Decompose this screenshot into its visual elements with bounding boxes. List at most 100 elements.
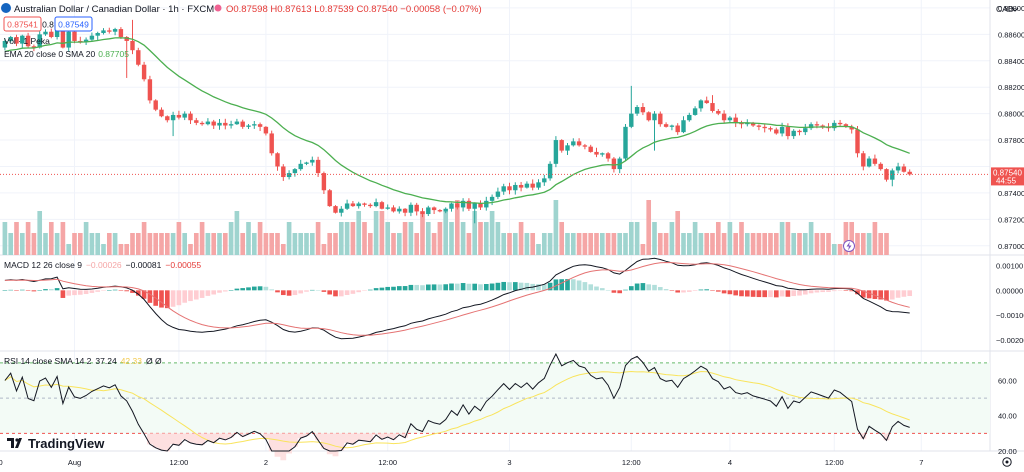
rsi-legend[interactable]: RSI 14 close SMA 14 2 37.24 42.33 Ø Ø [4, 356, 162, 366]
macd-hist-bar [570, 279, 576, 291]
volume-bar [739, 222, 744, 255]
candle-body [269, 133, 274, 154]
candle-body [739, 122, 744, 125]
candle-body [228, 124, 234, 126]
volume-bar [779, 222, 785, 255]
macd-hist-bar [37, 290, 43, 291]
volume-bar [298, 233, 304, 255]
candle-body [286, 173, 292, 178]
volume-bar [797, 233, 802, 255]
macd-hist-bar [66, 290, 72, 296]
macd-hist-bar [820, 290, 826, 293]
volume-bar [466, 233, 472, 255]
volume-bar [25, 222, 31, 255]
candle-body [298, 163, 303, 170]
candle-body [385, 207, 390, 209]
candle-body [350, 203, 356, 207]
volume-bar [478, 222, 483, 255]
candle-body [31, 46, 37, 48]
volume-bar [768, 233, 773, 255]
vol-legend[interactable]: Vol · 1 Peka [4, 36, 50, 46]
candle-body [687, 114, 692, 121]
volume-bar [205, 233, 211, 255]
macd-hist-bar [251, 286, 257, 291]
candle-body [356, 203, 361, 207]
volume-bar [402, 222, 408, 255]
candle-body [524, 183, 530, 188]
macd-tick-label: 0.00000 [996, 286, 1023, 295]
volume-bar [721, 233, 727, 255]
volume-bar [431, 233, 437, 255]
candle-body [629, 113, 634, 127]
volume-bar [350, 222, 356, 255]
volume-bar [623, 233, 628, 255]
macd-hist-bar [518, 282, 524, 291]
macd-hist-bar [118, 290, 124, 291]
ask-price: 0.87549 [58, 20, 89, 30]
time-tick-label: 12:00 [825, 458, 844, 467]
macd-hist-bar [791, 290, 797, 297]
volume-bar [95, 233, 101, 255]
macd-legend-label: MACD 12 26 close 9 [4, 260, 82, 270]
volume-bar [141, 222, 147, 255]
candle-body [884, 169, 889, 180]
macd-hist-bar [472, 283, 478, 291]
symbol-flag-icon [1, 3, 11, 13]
candle-body [304, 162, 309, 164]
volume-bar [246, 222, 251, 255]
bid-box[interactable] [3, 16, 42, 32]
volume-bar [153, 233, 159, 255]
candle-body [663, 124, 669, 127]
macd-hist-bar [721, 290, 727, 294]
macd-hist-bar [768, 290, 773, 298]
settings-gear-icon[interactable] [1002, 457, 1012, 467]
time-tick-label: 3 [507, 458, 511, 467]
ema-legend-label: EMA 20 close 0 SMA 20 [4, 49, 95, 59]
volume-bar [495, 222, 501, 255]
macd-hist-bar [298, 290, 304, 294]
time-tick-label: 12:00 [622, 458, 641, 467]
symbol-title[interactable]: Australian Dollar / Canadian Dollar · 1h… [14, 4, 214, 15]
volume-bar [884, 233, 889, 255]
volume-bar [193, 233, 199, 255]
volume-bar [437, 222, 443, 255]
tradingview-logo-dot [15, 438, 19, 442]
lightning-icon[interactable] [843, 240, 855, 252]
candle-body [623, 126, 628, 159]
quote-boxes: 0.87541 0.8 0.87549 [3, 16, 93, 32]
macd-hist-bar [188, 290, 193, 302]
macd-hist-bar [147, 290, 153, 303]
macd-hist-bar [431, 284, 437, 291]
macd-hist-bar [623, 289, 628, 291]
macd-hist-bar [553, 279, 559, 291]
currency-label[interactable]: CAD [996, 4, 1014, 14]
macd-hist-bar [826, 290, 831, 292]
candle-body [907, 171, 912, 175]
candle-body [60, 27, 66, 48]
macd-hist-bar [599, 288, 605, 291]
volume-bar [675, 211, 681, 255]
volume-bar [460, 222, 466, 255]
candle-body [321, 173, 327, 191]
rsi-tick-label: 60.00 [998, 376, 1017, 385]
macd-hist-bar [681, 290, 686, 293]
macd-hist-bar [408, 284, 414, 291]
volume-bar [489, 211, 495, 255]
macd-hist-bar [373, 288, 379, 291]
candle-body [849, 126, 854, 130]
volume-bar [860, 233, 866, 255]
ask-box[interactable] [54, 16, 93, 32]
candle-body [750, 122, 756, 126]
macd-hist-bar [14, 290, 19, 291]
currency-dropdown-icon[interactable] [1011, 7, 1019, 12]
volume-bar [814, 233, 820, 255]
ema-legend[interactable]: EMA 20 close 0 SMA 20 0.87705 [4, 49, 129, 59]
macd-legend[interactable]: MACD 12 26 close 9 −0.00026 −0.00081 −0.000… [4, 260, 201, 270]
candle-body [408, 204, 414, 213]
candle-body [147, 79, 153, 101]
macd-hist-bar [628, 286, 634, 291]
volume-bar [762, 233, 768, 255]
volume-bar [414, 233, 420, 255]
candle-body [49, 31, 54, 37]
candle-body [252, 124, 257, 126]
